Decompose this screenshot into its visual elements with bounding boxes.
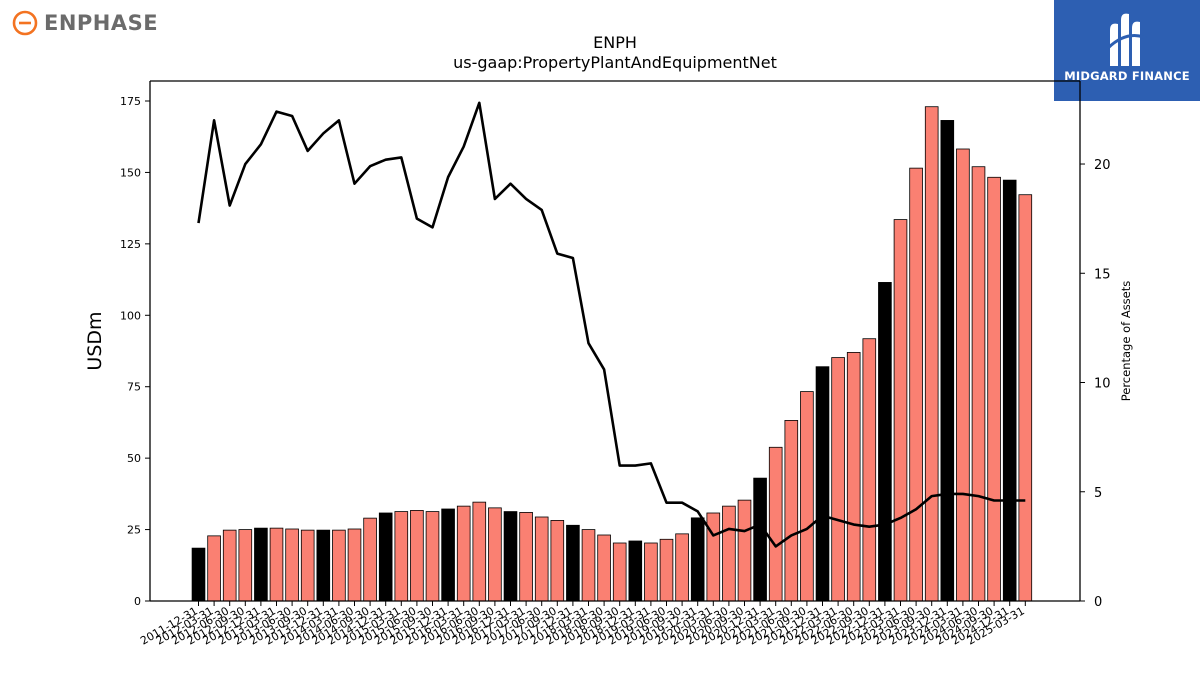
y-tick-label: 0	[134, 595, 141, 608]
y-tick-label: 25	[127, 524, 141, 537]
bar	[332, 529, 346, 602]
enphase-e-icon	[12, 10, 38, 36]
bar	[644, 542, 658, 602]
bar	[722, 505, 736, 602]
bar	[488, 507, 502, 602]
bar	[878, 282, 892, 602]
y-tick-label: 50	[127, 452, 141, 465]
y2-tick-label: 10	[1094, 377, 1111, 392]
bar	[456, 505, 471, 602]
axes: 0255075100125150175051015202011-12-31201…	[120, 80, 1111, 648]
bar	[1018, 194, 1033, 602]
bar	[1002, 179, 1017, 602]
bar	[831, 357, 845, 602]
bar	[238, 529, 253, 602]
y-tick-label: 100	[120, 309, 141, 322]
bar	[800, 391, 814, 602]
pct-line	[197, 101, 1026, 548]
chart-subtitle: us-gaap:PropertyPlantAndEquipmentNet	[453, 53, 777, 72]
bar	[269, 527, 284, 602]
bar	[222, 529, 237, 602]
bar	[862, 338, 877, 602]
y2-axis-label: Percentage of Assets	[1119, 281, 1133, 402]
bar	[347, 528, 362, 602]
y-tick-label: 75	[127, 381, 141, 394]
bar	[581, 529, 596, 602]
bar	[394, 511, 409, 602]
bar	[940, 120, 955, 602]
bar	[378, 512, 393, 602]
bar	[285, 528, 299, 602]
bar	[659, 538, 674, 602]
bar	[987, 176, 1001, 602]
enphase-logo: ENPHASE	[12, 10, 158, 36]
bar	[924, 106, 939, 602]
bar	[441, 508, 455, 602]
bar	[300, 529, 315, 602]
y2-tick-label: 0	[1094, 595, 1102, 610]
bar	[534, 516, 549, 602]
bar	[909, 167, 923, 602]
bar	[519, 512, 533, 602]
bar	[503, 511, 518, 602]
bar	[612, 542, 627, 602]
chart-title: ENPH	[593, 33, 637, 52]
bar	[893, 219, 908, 602]
bar	[410, 510, 424, 602]
bar	[768, 446, 783, 602]
enphase-logo-text: ENPHASE	[44, 11, 159, 35]
midgard-finance-logo: MIDGARD FINANCE	[1054, 0, 1200, 101]
bar	[316, 529, 331, 602]
bar	[597, 534, 611, 602]
y-axis-label: USDm	[84, 311, 106, 370]
bar	[846, 352, 861, 602]
midgard-emblem-icon	[1106, 13, 1147, 67]
y-tick-label: 150	[120, 166, 141, 179]
bar	[550, 520, 565, 602]
bar	[815, 366, 830, 602]
bar	[628, 540, 643, 602]
bar	[191, 547, 206, 602]
bar	[690, 517, 705, 602]
bar	[956, 148, 970, 602]
bar-series	[191, 106, 1033, 602]
y-tick-label: 175	[120, 95, 141, 108]
y2-tick-label: 15	[1094, 267, 1111, 282]
bar	[971, 166, 986, 602]
y2-tick-label: 20	[1094, 158, 1111, 173]
midgard-finance-text: MIDGARD FINANCE	[1064, 69, 1190, 83]
bar	[207, 535, 221, 602]
bar	[363, 517, 377, 602]
bar	[566, 524, 580, 602]
bar	[675, 533, 689, 602]
y-tick-label: 125	[120, 238, 141, 251]
pct-line-series	[197, 101, 1026, 548]
bar	[784, 420, 799, 602]
bar	[254, 527, 268, 602]
bar	[737, 499, 752, 602]
bar	[753, 477, 767, 602]
bar	[425, 511, 440, 602]
y2-tick-label: 5	[1094, 486, 1102, 501]
bar	[472, 501, 487, 602]
